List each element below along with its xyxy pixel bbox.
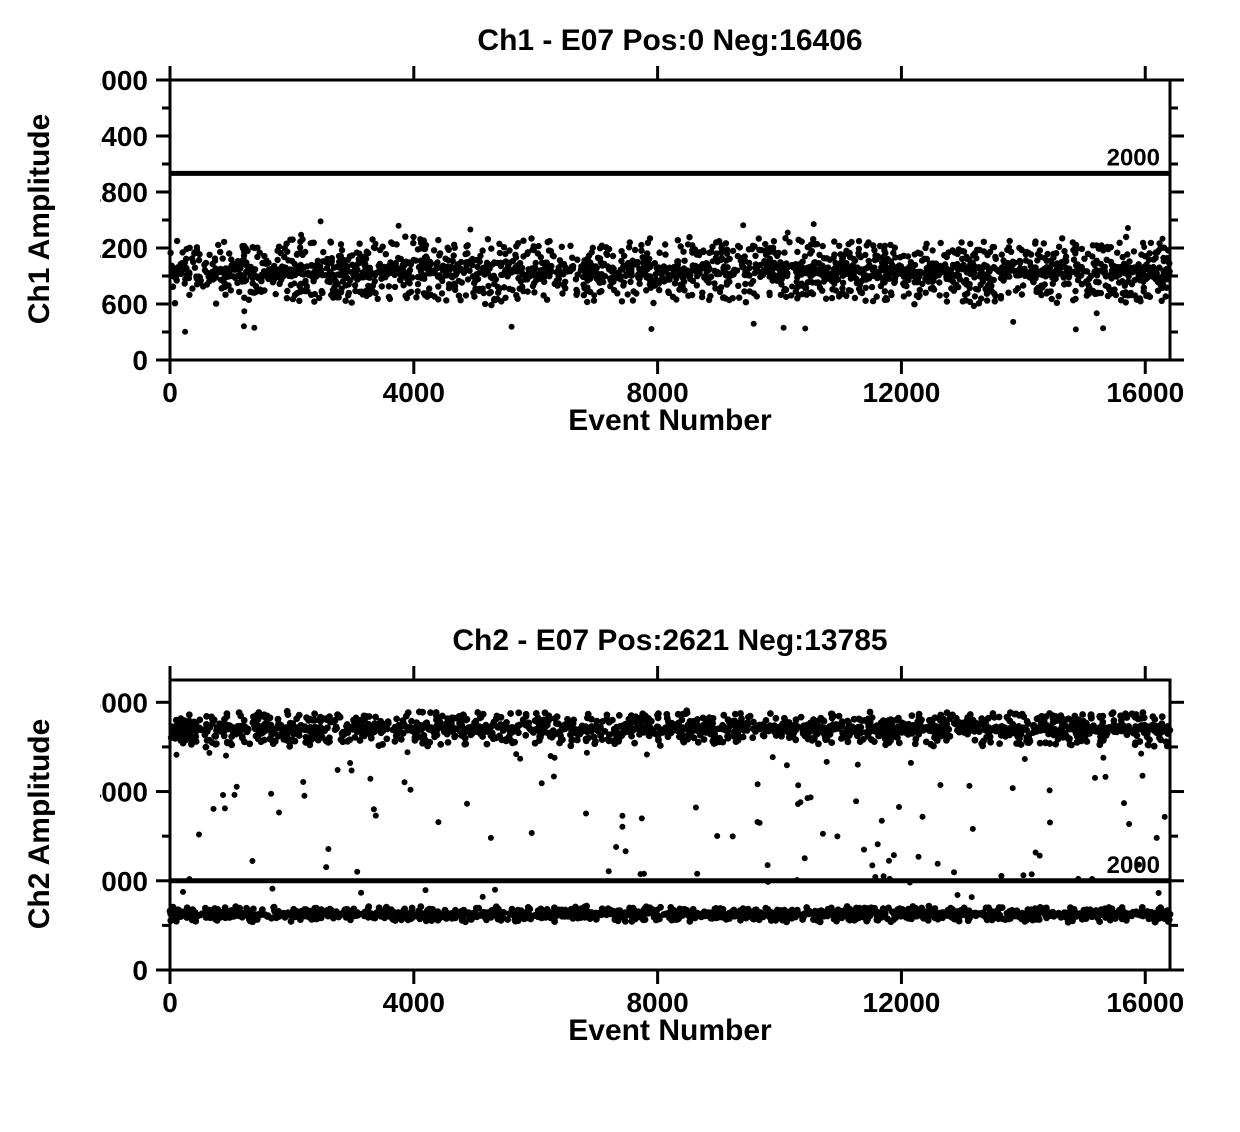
- chart2-ylabel: Ch2 Amplitude: [23, 704, 57, 944]
- ytick-label: 4000: [100, 777, 148, 808]
- page: Ch1 - E07 Pos:0 Neg:16406 Ch1 Amplitude …: [0, 0, 1240, 1132]
- chart2-svg: 020004000600004000800012000160002000: [100, 610, 1240, 1040]
- chart2-xlabel: Event Number: [170, 1014, 1170, 1048]
- threshold-label: 2000: [1107, 852, 1160, 879]
- ytick-label: 0: [132, 955, 148, 986]
- ytick-label: 2000: [100, 866, 148, 897]
- ytick-label: 6000: [100, 687, 148, 718]
- chart2-block: Ch2 - E07 Pos:2621 Neg:13785 Ch2 Amplitu…: [0, 0, 1240, 1132]
- chart2-plot: 020004000600004000800012000160002000: [170, 680, 1170, 970]
